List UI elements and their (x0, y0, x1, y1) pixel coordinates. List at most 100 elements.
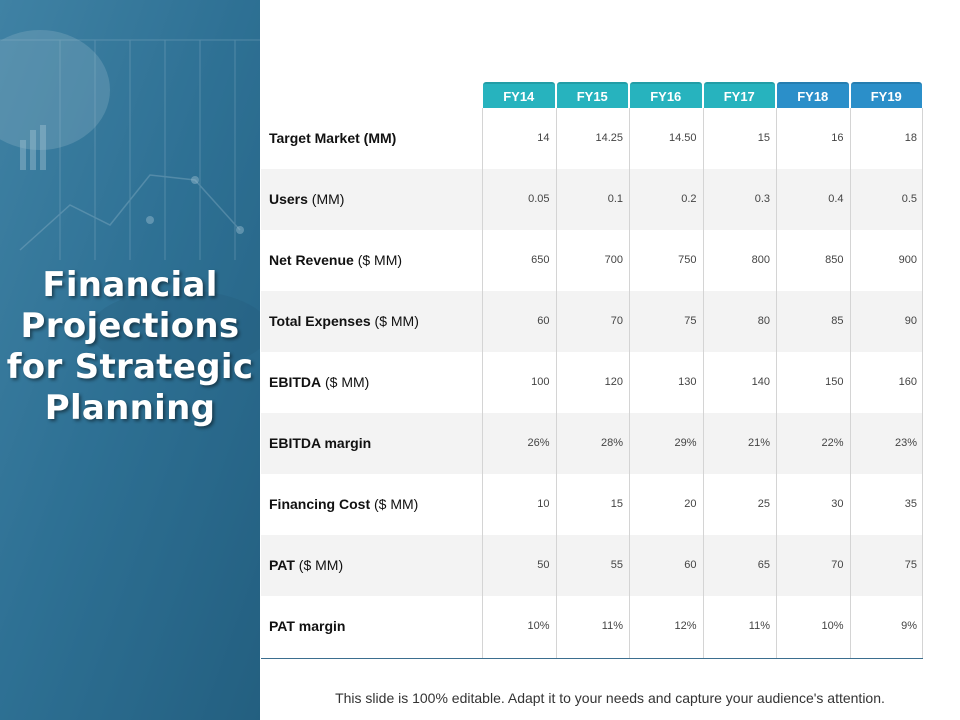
row-label: Target Market (MM) (269, 108, 396, 169)
table-cell: 70 (610, 315, 623, 327)
row-label: PAT margin (269, 596, 346, 657)
table-cell: 35 (904, 498, 917, 510)
table-row: Financing Cost ($ MM) 10 15 20 25 30 35 (261, 474, 923, 535)
table-cell: 80 (757, 315, 770, 327)
table-cell: 0.3 (754, 193, 770, 205)
row-label: EBITDA margin (269, 413, 371, 474)
row-label: Users (MM) (269, 169, 344, 230)
row-label-unit: ($ MM) (370, 313, 419, 329)
table-cell: 14.50 (668, 132, 697, 144)
table-cell: 140 (751, 376, 770, 388)
row-label-unit: ($ MM) (353, 252, 403, 268)
table-cell: 30 (831, 498, 844, 510)
table-row: EBITDA ($ MM) 100 120 130 140 150 160 (261, 352, 923, 413)
column-header: FY16 (630, 82, 702, 108)
column-divider (776, 108, 777, 658)
row-label-unit: ($ MM) (294, 557, 344, 573)
table-row: Target Market (MM) 14 14.25 14.50 15 16 18 (261, 108, 923, 169)
table-cell: 9% (901, 620, 917, 632)
title-line: Financial (42, 265, 218, 305)
row-label-unit: (MM) (307, 191, 345, 207)
table-cell: 10 (537, 498, 550, 510)
table-cell: 26% (527, 437, 550, 449)
table-cell: 11% (601, 620, 623, 632)
table-cell: 0.5 (901, 193, 917, 205)
table-cell: 23% (894, 437, 917, 449)
table-cell: 14.25 (595, 132, 623, 144)
row-label-bold: EBITDA (269, 374, 322, 390)
table-cell: 85 (831, 315, 844, 327)
row-label: PAT ($ MM) (269, 535, 343, 596)
table-cell: 100 (531, 376, 550, 388)
table-row: Users (MM) 0.05 0.1 0.2 0.3 0.4 0.5 (261, 169, 923, 230)
table-cell: 0.4 (828, 193, 844, 205)
column-header: FY17 (703, 82, 775, 108)
title-line: Projections (20, 306, 240, 346)
table-cell: 11% (748, 620, 770, 632)
table-header: FY14 FY15 FY16 FY17 FY18 FY19 (261, 80, 923, 108)
row-label-bold: Net Revenue (269, 252, 354, 268)
row-label-bold: EBITDA margin (269, 435, 372, 451)
table-cell: 75 (904, 559, 917, 571)
table-cell: 25 (757, 498, 770, 510)
table-cell: 29% (674, 437, 697, 449)
table-cell: 0.1 (607, 193, 623, 205)
table-cell: 20 (684, 498, 697, 510)
column-header: FY14 (483, 82, 555, 108)
title-panel: Financial Projections for Strategic Plan… (0, 0, 260, 720)
row-label: Total Expenses ($ MM) (269, 291, 419, 352)
table-cell: 650 (531, 254, 550, 266)
table-cell: 90 (904, 315, 917, 327)
table-cell: 10% (527, 620, 550, 632)
table-row: PAT margin 10% 11% 12% 11% 10% 9% (261, 596, 923, 657)
table-cell: 60 (684, 559, 697, 571)
table-cell: 0.2 (681, 193, 697, 205)
slide-title: Financial Projections for Strategic Plan… (0, 265, 260, 429)
row-label: EBITDA ($ MM) (269, 352, 369, 413)
table-cell: 0.05 (528, 193, 550, 205)
table-cell: 12% (674, 620, 697, 632)
table-cell: 22% (821, 437, 844, 449)
table-bottom-border (261, 658, 923, 659)
table-cell: 55 (610, 559, 623, 571)
row-label: Financing Cost ($ MM) (269, 474, 418, 535)
table-cell: 15 (757, 132, 770, 144)
title-line: for Strategic (6, 347, 254, 387)
row-label-bold: PAT (269, 557, 295, 573)
title-line: Planning (44, 388, 216, 428)
table-cell: 60 (537, 315, 550, 327)
table-cell: 120 (604, 376, 623, 388)
table-cell: 10% (821, 620, 844, 632)
column-divider (849, 108, 851, 658)
table-cell: 65 (757, 559, 770, 571)
row-label: Net Revenue ($ MM) (269, 230, 402, 291)
row-label-bold: PAT margin (269, 618, 346, 634)
table-cell: 700 (604, 254, 623, 266)
row-label-bold: Financing Cost (269, 496, 371, 512)
table-cell: 70 (831, 559, 844, 571)
column-divider (555, 108, 557, 658)
table-cell: 18 (904, 132, 917, 144)
table-cell: 750 (678, 254, 697, 266)
table-cell: 16 (831, 132, 844, 144)
table-cell: 850 (825, 254, 844, 266)
table-cell: 28% (600, 437, 623, 449)
column-header: FY19 (850, 82, 922, 108)
row-label-bold: Users (269, 191, 308, 207)
column-divider (702, 108, 704, 658)
table-cell: 75 (684, 315, 697, 327)
table-cell: 21% (747, 437, 770, 449)
table-cell: 130 (678, 376, 697, 388)
column-header: FY18 (777, 82, 849, 108)
column-divider (629, 108, 630, 658)
row-label-bold: Total Expenses (269, 313, 371, 329)
footer-note: This slide is 100% editable. Adapt it to… (335, 690, 885, 706)
table-row: Net Revenue ($ MM) 650 700 750 800 850 900 (261, 230, 923, 291)
table-cell: 900 (898, 254, 917, 266)
row-label-bold: Target Market (MM) (269, 130, 397, 146)
column-divider (482, 108, 483, 658)
table-cell: 800 (751, 254, 770, 266)
row-label-unit: ($ MM) (321, 374, 370, 390)
table-row: PAT ($ MM) 50 55 60 65 70 75 (261, 535, 923, 596)
row-label-unit: ($ MM) (370, 496, 419, 512)
